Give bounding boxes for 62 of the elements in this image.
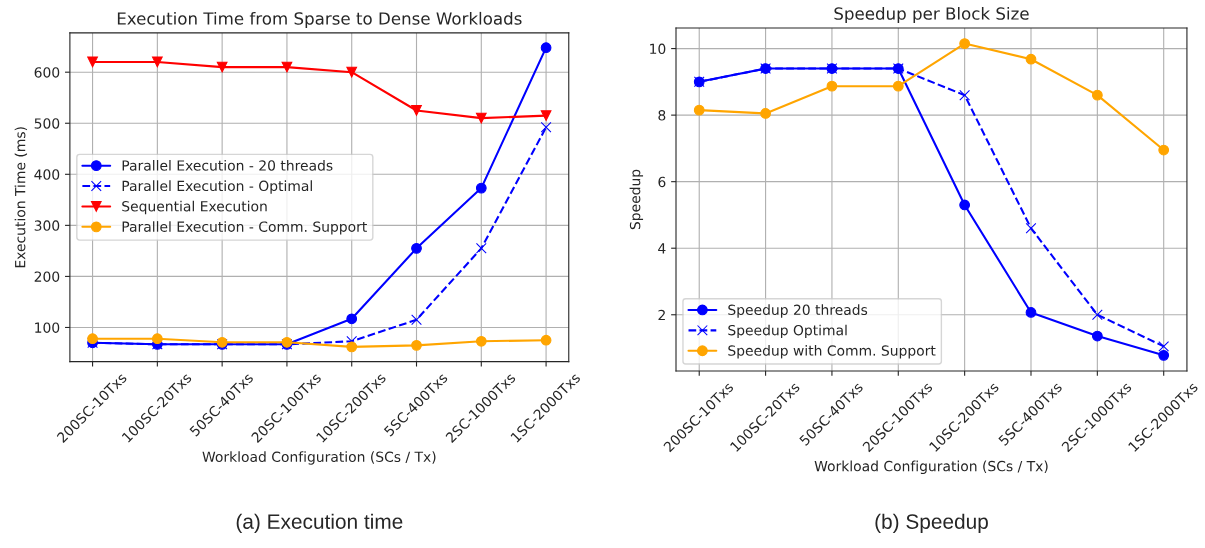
- chart-title: Execution Time from Sparse to Dense Workloads: [117, 11, 522, 29]
- point: [1091, 330, 1103, 342]
- chart-title: Speedup per Block Size: [834, 6, 1029, 24]
- legend-label: Speedup Optimal: [728, 324, 847, 339]
- y-tick-label: 600: [34, 67, 60, 78]
- y-tick-label: 6: [658, 176, 666, 188]
- y-tick-label: 400: [34, 169, 60, 180]
- y-tick-label: 2: [658, 309, 665, 321]
- point: [1158, 144, 1170, 156]
- text: (b) Speedup: [875, 513, 988, 534]
- y-tick-label: 200: [34, 271, 60, 282]
- y-tick-label: 100: [35, 322, 60, 333]
- x-axis-title: Workload Configuration (SCs / Tx): [202, 451, 436, 465]
- y-tick-label: 4: [658, 243, 666, 254]
- legend-label: Parallel Execution - 20 threads: [122, 159, 333, 171]
- y-tick-label: 10: [650, 43, 666, 55]
- y-tick-label: 8: [658, 110, 666, 121]
- point: [540, 121, 552, 133]
- legend-label: Parallel Execution - Optimal: [122, 180, 312, 194]
- point: [1158, 349, 1170, 361]
- point: [826, 80, 838, 92]
- legend-label: Sequential Execution: [122, 200, 267, 215]
- point: [1158, 340, 1170, 352]
- point: [281, 61, 293, 73]
- point: [1025, 307, 1037, 318]
- point: [475, 112, 487, 124]
- point: [540, 110, 552, 121]
- legend-label: Speedup with Comm. Support: [728, 345, 936, 359]
- point: [151, 333, 163, 345]
- legend-label: Speedup 20 threads: [728, 304, 868, 318]
- point: [760, 108, 771, 119]
- point: [540, 334, 552, 346]
- y-tick-label: 500: [34, 118, 60, 129]
- point: [1025, 53, 1037, 65]
- point: [1091, 89, 1103, 101]
- text: (a) Execution time: [236, 513, 403, 534]
- point: [411, 339, 422, 351]
- legend-label: Parallel Execution - Comm. Support: [122, 221, 367, 235]
- point: [411, 242, 422, 254]
- point: [346, 66, 358, 78]
- y-axis-title: Speedup: [629, 169, 644, 230]
- point: [959, 38, 971, 49]
- point: [216, 61, 228, 73]
- point: [959, 199, 971, 211]
- y-axis-title: Execution Time (ms): [14, 127, 28, 268]
- point: [411, 105, 422, 116]
- point: [892, 80, 904, 92]
- x-axis-title: Workload Configuration (SCs / Tx): [814, 460, 1048, 475]
- point: [540, 42, 552, 54]
- point: [411, 314, 422, 326]
- point: [475, 182, 487, 194]
- point: [475, 335, 487, 347]
- point: [693, 104, 705, 116]
- point: [1025, 222, 1037, 234]
- point: [346, 313, 358, 325]
- y-tick-label: 300: [34, 220, 60, 231]
- point: [151, 56, 163, 68]
- point: [475, 242, 487, 254]
- point: [346, 341, 358, 353]
- point: [87, 56, 98, 68]
- point: [1091, 309, 1103, 321]
- point: [959, 89, 971, 101]
